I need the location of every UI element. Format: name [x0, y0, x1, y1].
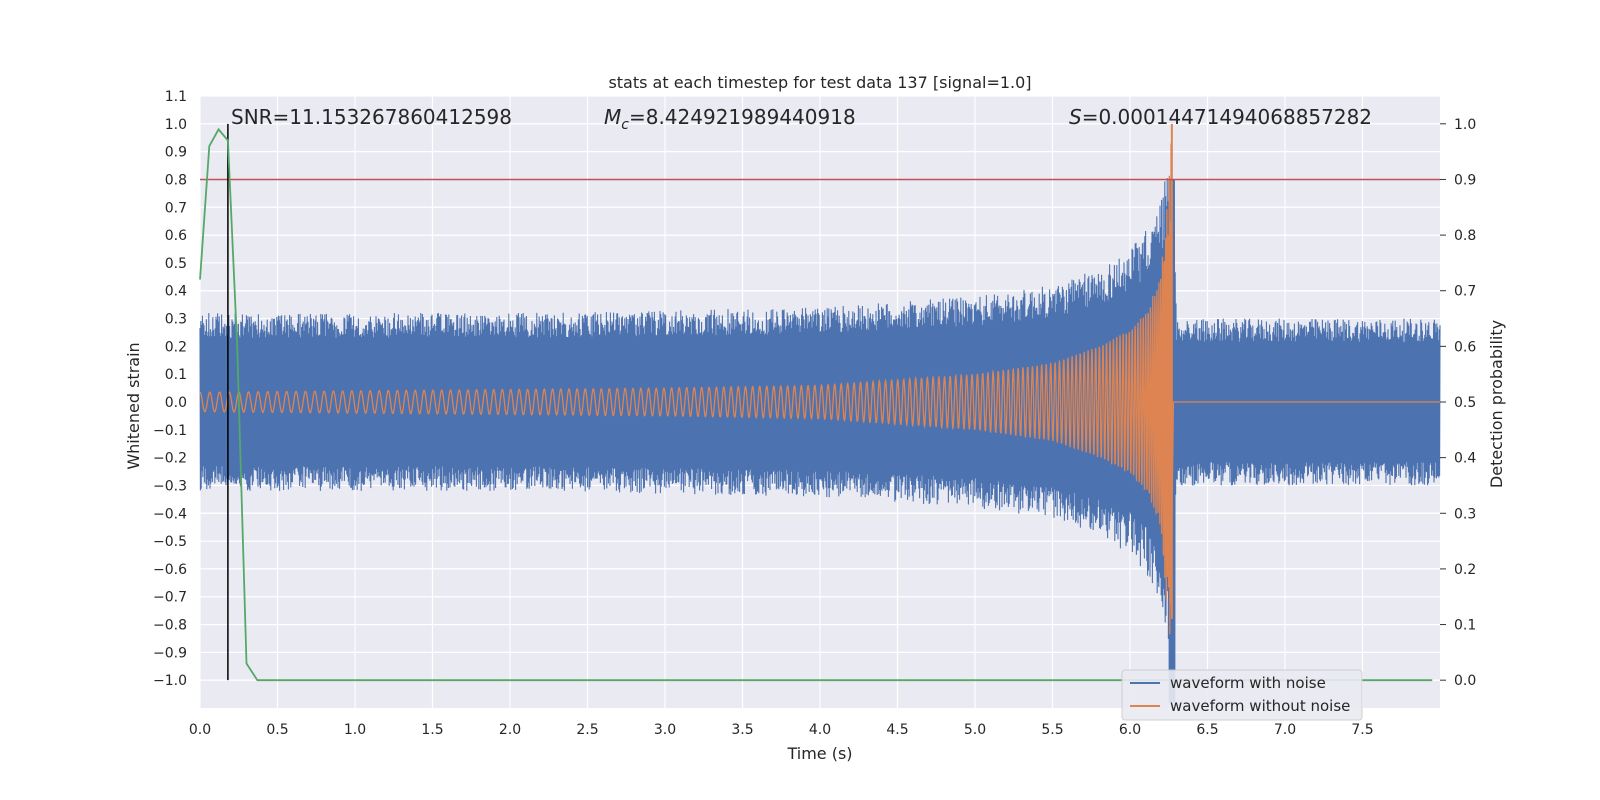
y-tick-label: −0.6	[153, 562, 187, 578]
chart-title: stats at each timestep for test data 137…	[608, 73, 1031, 92]
x-tick-label: 4.5	[886, 722, 908, 738]
y2-axis-label: Detection probability	[1487, 320, 1506, 488]
statistic-value: =0.00014471494068857282	[1082, 105, 1372, 129]
series-waveform-with-noise	[199, 178, 1441, 703]
y-tick-label: −1.0	[153, 673, 187, 689]
y-tick-label: 0.2	[165, 339, 187, 355]
x-tick-label: 5.5	[1041, 722, 1063, 738]
y-tick-label: 0.0	[165, 395, 187, 411]
reference-lines	[199, 123, 1440, 682]
x-tick-label: 2.0	[499, 722, 521, 738]
y-tick-label: 1.0	[165, 117, 187, 133]
y-tick-label: −0.4	[153, 506, 187, 522]
y2-tick-label: 0.7	[1454, 284, 1476, 300]
y2-tick-label: 0.8	[1454, 228, 1476, 244]
x-tick-label: 2.5	[576, 722, 598, 738]
series-waveform-without-noise	[199, 143, 1440, 635]
y-tick-label: −0.8	[153, 618, 187, 634]
y-tick-label: 0.6	[165, 228, 187, 244]
x-tick-label: 3.5	[731, 722, 753, 738]
data-series	[199, 123, 1441, 703]
y-tick-label: 0.4	[165, 284, 187, 300]
y-tick-label: −0.2	[153, 451, 187, 467]
y-tick-label: −0.7	[153, 590, 187, 606]
series-detection-probability	[199, 127, 1433, 682]
y2-tick-label: 0.6	[1454, 339, 1476, 355]
y2-tick-label: 0.1	[1454, 618, 1476, 634]
y2-tick-label: 0.2	[1454, 562, 1476, 578]
x-tick-label: 6.0	[1119, 722, 1141, 738]
y2-tick-label: 0.4	[1454, 451, 1476, 467]
y2-tick-label: 1.0	[1454, 117, 1476, 133]
y-tick-label: −0.3	[153, 478, 187, 494]
y-tick-label: 0.5	[165, 256, 187, 272]
x-tick-label: 0.5	[266, 722, 288, 738]
x-tick-label: 6.5	[1196, 722, 1218, 738]
x-tick-label: 7.5	[1351, 722, 1373, 738]
tick-labels: 0.0 0.5 1.0 1.5 2.0 2.5 3.0 3.5 4.0 4.5 5.0 5.5 6.0 6…	[153, 89, 1476, 738]
y-tick-label: 0.9	[165, 145, 187, 161]
x-axis-label: Time (s)	[786, 744, 852, 763]
y-axis-label: Whitened strain	[124, 342, 143, 469]
y2-tick-label: 0.0	[1454, 673, 1476, 689]
y-tick-label: 0.7	[165, 200, 187, 216]
x-tick-label: 1.5	[421, 722, 443, 738]
y2-tick-label: 0.9	[1454, 172, 1476, 188]
y2-tick-label: 0.3	[1454, 506, 1476, 522]
x-tick-label: 0.0	[189, 722, 211, 738]
chirp-mass-symbol: M	[604, 105, 621, 129]
legend-label-noise: waveform with noise	[1170, 674, 1326, 692]
statistic-symbol: S	[1069, 105, 1082, 129]
y-tick-label: −0.1	[153, 423, 187, 439]
y-tick-label: −0.9	[153, 645, 187, 661]
y-tick-label: 0.3	[165, 312, 187, 328]
legend-box	[1121, 669, 1363, 721]
x-tick-label: 1.0	[344, 722, 366, 738]
chirp-mass-subscript: c	[621, 117, 629, 133]
snr-annotation: SNR=11.153267860412598	[231, 105, 512, 129]
chirp-mass-value: =8.424921989440918	[629, 105, 856, 129]
x-tick-label: 4.0	[809, 722, 831, 738]
legend: waveform with noise waveform without noi…	[1121, 669, 1363, 721]
x-tick-label: 3.0	[654, 722, 676, 738]
y-tick-label: 1.1	[165, 89, 187, 105]
legend-label-clean: waveform without noise	[1170, 697, 1350, 715]
x-tick-label: 7.0	[1274, 722, 1296, 738]
y-tick-label: −0.5	[153, 534, 187, 550]
y-tick-label: 0.1	[165, 367, 187, 383]
y2-tick-label: 0.5	[1454, 395, 1476, 411]
y-tick-label: 0.8	[165, 172, 187, 188]
x-tick-label: 5.0	[964, 722, 986, 738]
statistic-annotation: S=0.00014471494068857282	[1069, 105, 1372, 129]
chirp-mass-annotation: Mc=8.424921989440918	[604, 105, 856, 133]
